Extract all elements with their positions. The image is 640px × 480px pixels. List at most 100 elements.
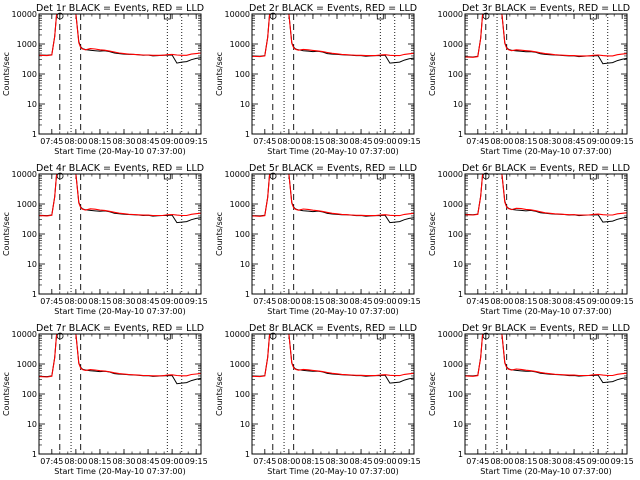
x-tick-label: 08:00 — [277, 457, 300, 466]
panel-det-7: Det 7r BLACK = Events, RED = LLD Counts/s… — [2, 323, 208, 476]
y-tick-label: 1000 — [443, 360, 463, 369]
x-tick-label: 08:00 — [490, 137, 513, 146]
x-tick-label: 08:15 — [301, 457, 324, 466]
x-tick-label: 08:30 — [538, 457, 561, 466]
y-tick-label: 10 — [27, 260, 37, 269]
x-tick-label: 09:15 — [185, 137, 208, 146]
y-axis-label: Counts/sec — [215, 52, 224, 96]
y-tick-label: 10000 — [12, 330, 37, 339]
y-tick-label: 10000 — [438, 330, 463, 339]
y-tick-label: 1000 — [443, 40, 463, 49]
y-tick-label: 10 — [240, 260, 250, 269]
y-tick-label: 1000 — [17, 200, 37, 209]
x-axis-label: Start Time (20-May-10 07:37:00) — [480, 147, 611, 156]
x-tick-label: 09:15 — [611, 137, 634, 146]
y-axis-label: Counts/sec — [428, 212, 437, 256]
x-tick-label: 09:00 — [161, 137, 184, 146]
x-tick-label: 08:30 — [112, 297, 135, 306]
panel-title: Det 3r BLACK = Events, RED = LLD — [462, 3, 630, 14]
y-tick-label: 10 — [240, 420, 250, 429]
panel-det-2: Det 2r BLACK = Events, RED = LLD Counts/s… — [215, 3, 421, 156]
series-lld-line — [252, 13, 415, 58]
x-axis-label: Start Time (20-May-10 07:37:00) — [480, 467, 611, 476]
panel-det-1: Det 1r BLACK = Events, RED = LLD Counts/s… — [2, 3, 208, 156]
x-tick-label: 08:45 — [350, 457, 373, 466]
x-tick-label: 09:00 — [161, 297, 184, 306]
y-tick-label: 100 — [448, 390, 463, 399]
series-lld-line — [252, 333, 415, 378]
x-tick-label: 08:00 — [490, 297, 513, 306]
x-tick-label: 09:15 — [398, 297, 421, 306]
plot-frame — [464, 13, 628, 135]
x-tick-label: 07:45 — [40, 457, 63, 466]
y-tick-label: 1000 — [230, 200, 250, 209]
x-tick-label: 08:30 — [538, 137, 561, 146]
y-axis-label: Counts/sec — [428, 52, 437, 96]
x-tick-label: 09:00 — [374, 457, 397, 466]
x-tick-label: 08:45 — [563, 297, 586, 306]
x-tick-label: 08:00 — [64, 457, 87, 466]
y-tick-label: 1 — [245, 290, 250, 299]
x-tick-label: 08:45 — [350, 297, 373, 306]
plot-frame — [251, 333, 415, 455]
y-tick-label: 100 — [448, 70, 463, 79]
y-tick-label: 1 — [458, 290, 463, 299]
x-axis-label: Start Time (20-May-10 07:37:00) — [54, 307, 185, 316]
series-lld-line — [39, 333, 202, 378]
panel-title: Det 7r BLACK = Events, RED = LLD — [36, 323, 204, 334]
y-tick-label: 1 — [245, 450, 250, 459]
panel-det-6: Det 6r BLACK = Events, RED = LLD Counts/s… — [428, 163, 634, 316]
y-tick-label: 100 — [22, 390, 37, 399]
panel-det-3: Det 3r BLACK = Events, RED = LLD Counts/s… — [428, 3, 634, 156]
x-tick-label: 08:30 — [325, 457, 348, 466]
y-axis-label: Counts/sec — [2, 212, 11, 256]
x-tick-label: 08:15 — [514, 137, 537, 146]
x-tick-label: 08:45 — [563, 137, 586, 146]
x-tick-label: 08:45 — [137, 457, 160, 466]
x-tick-label: 08:15 — [88, 137, 111, 146]
x-tick-label: 08:30 — [112, 137, 135, 146]
x-tick-label: 09:00 — [161, 457, 184, 466]
y-tick-label: 100 — [448, 230, 463, 239]
x-tick-label: 09:15 — [185, 457, 208, 466]
x-tick-label: 09:00 — [374, 297, 397, 306]
series-lld-line — [465, 13, 628, 58]
top-marker-circle — [482, 12, 490, 20]
x-axis-label: Start Time (20-May-10 07:37:00) — [267, 307, 398, 316]
panel-det-5: Det 5r BLACK = Events, RED = LLD Counts/s… — [215, 163, 421, 316]
series-lld-line — [39, 13, 202, 57]
top-marker-circle — [56, 12, 64, 20]
top-marker-circle — [269, 172, 277, 180]
x-axis-label: Start Time (20-May-10 07:37:00) — [480, 307, 611, 316]
x-tick-label: 07:45 — [253, 457, 276, 466]
x-tick-label: 08:00 — [64, 137, 87, 146]
y-tick-label: 10000 — [225, 10, 250, 19]
y-tick-label: 1000 — [443, 200, 463, 209]
y-tick-label: 10000 — [225, 330, 250, 339]
plot-frame — [38, 173, 202, 295]
top-marker-circle — [269, 332, 277, 340]
y-tick-label: 10000 — [12, 10, 37, 19]
panel-title: Det 5r BLACK = Events, RED = LLD — [249, 163, 417, 174]
x-tick-label: 09:15 — [611, 457, 634, 466]
x-tick-label: 08:45 — [137, 297, 160, 306]
plot-frame — [38, 333, 202, 455]
x-tick-label: 08:15 — [301, 297, 324, 306]
y-tick-label: 1000 — [230, 360, 250, 369]
series-lld-line — [465, 333, 628, 377]
panel-title: Det 4r BLACK = Events, RED = LLD — [36, 163, 204, 174]
top-marker-circle — [56, 332, 64, 340]
x-tick-label: 09:00 — [587, 297, 610, 306]
x-tick-label: 08:15 — [88, 457, 111, 466]
y-axis-label: Counts/sec — [2, 372, 11, 416]
y-axis-label: Counts/sec — [2, 52, 11, 96]
y-tick-label: 1 — [458, 450, 463, 459]
x-axis-label: Start Time (20-May-10 07:37:00) — [54, 467, 185, 476]
y-axis-label: Counts/sec — [215, 212, 224, 256]
x-tick-label: 08:45 — [137, 137, 160, 146]
y-tick-label: 1000 — [230, 40, 250, 49]
y-tick-label: 10000 — [438, 170, 463, 179]
plot-frame — [251, 173, 415, 295]
x-tick-label: 09:15 — [611, 297, 634, 306]
